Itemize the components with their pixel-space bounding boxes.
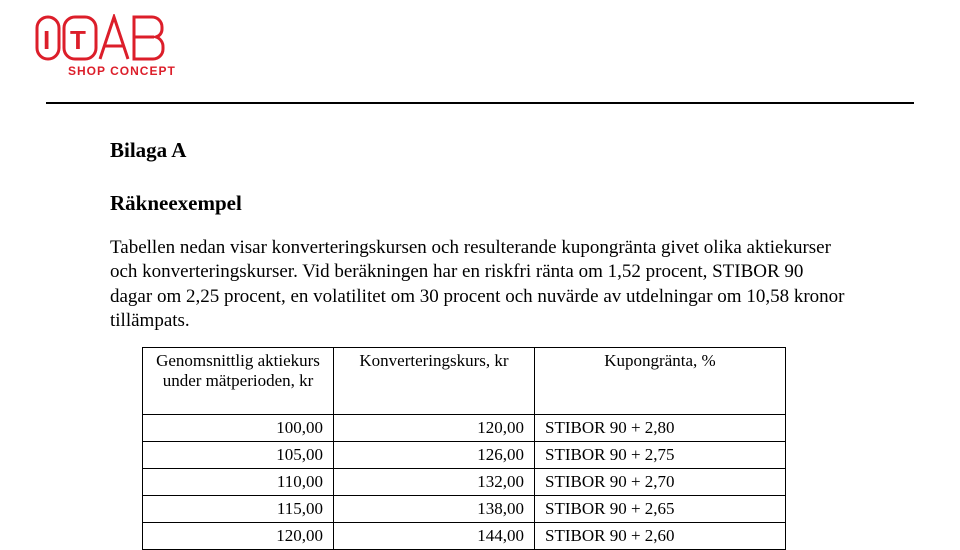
table-header-cell: Genomsnittlig aktiekurs under mätperiode…	[143, 348, 334, 415]
table-cell: STIBOR 90 + 2,80	[535, 415, 786, 442]
table-cell: 110,00	[143, 469, 334, 496]
table-row: 105,00 126,00 STIBOR 90 + 2,75	[143, 442, 786, 469]
logo-block: I T SHOP CONCEPT	[34, 14, 214, 78]
table-header-cell: Kupongränta, %	[535, 348, 786, 415]
table-row: 100,00 120,00 STIBOR 90 + 2,80	[143, 415, 786, 442]
table-cell: STIBOR 90 + 2,70	[535, 469, 786, 496]
table-cell: 105,00	[143, 442, 334, 469]
table-cell: STIBOR 90 + 2,60	[535, 523, 786, 550]
table-cell: STIBOR 90 + 2,75	[535, 442, 786, 469]
horizontal-divider	[46, 102, 914, 104]
table-cell: STIBOR 90 + 2,65	[535, 496, 786, 523]
table-cell: 115,00	[143, 496, 334, 523]
logo-subtext: SHOP CONCEPT	[68, 64, 214, 78]
table-cell: 138,00	[334, 496, 535, 523]
table-row: 110,00 132,00 STIBOR 90 + 2,70	[143, 469, 786, 496]
itab-logo-icon: I T	[34, 14, 169, 62]
table-cell: 126,00	[334, 442, 535, 469]
table-cell: 144,00	[334, 523, 535, 550]
table-row: 115,00 138,00 STIBOR 90 + 2,65	[143, 496, 786, 523]
table-cell: 120,00	[143, 523, 334, 550]
table-cell: 100,00	[143, 415, 334, 442]
svg-text:T: T	[70, 25, 86, 55]
content-area: Bilaga A Räkneexempel Tabellen nedan vis…	[110, 138, 850, 550]
table-header-row: Genomsnittlig aktiekurs under mätperiode…	[143, 348, 786, 415]
body-paragraph: Tabellen nedan visar konverteringskursen…	[110, 236, 850, 333]
header-label: Kupongränta, %	[545, 351, 775, 371]
header-label: Konverteringskurs, kr	[344, 351, 524, 371]
table-header-cell: Konverteringskurs, kr	[334, 348, 535, 415]
table-cell: 132,00	[334, 469, 535, 496]
svg-text:I: I	[43, 25, 50, 55]
conversion-table: Genomsnittlig aktiekurs under mätperiode…	[142, 347, 786, 550]
table-cell: 120,00	[334, 415, 535, 442]
appendix-title: Bilaga A	[110, 138, 850, 163]
document-page: I T SHOP CONCEPT Bilaga A Räkneexempel T…	[0, 0, 960, 542]
table-wrapper: Genomsnittlig aktiekurs under mätperiode…	[142, 347, 850, 550]
table-row: 120,00 144,00 STIBOR 90 + 2,60	[143, 523, 786, 550]
header-label: Genomsnittlig aktiekurs under mätperiode…	[153, 351, 323, 391]
section-heading: Räkneexempel	[110, 191, 850, 216]
